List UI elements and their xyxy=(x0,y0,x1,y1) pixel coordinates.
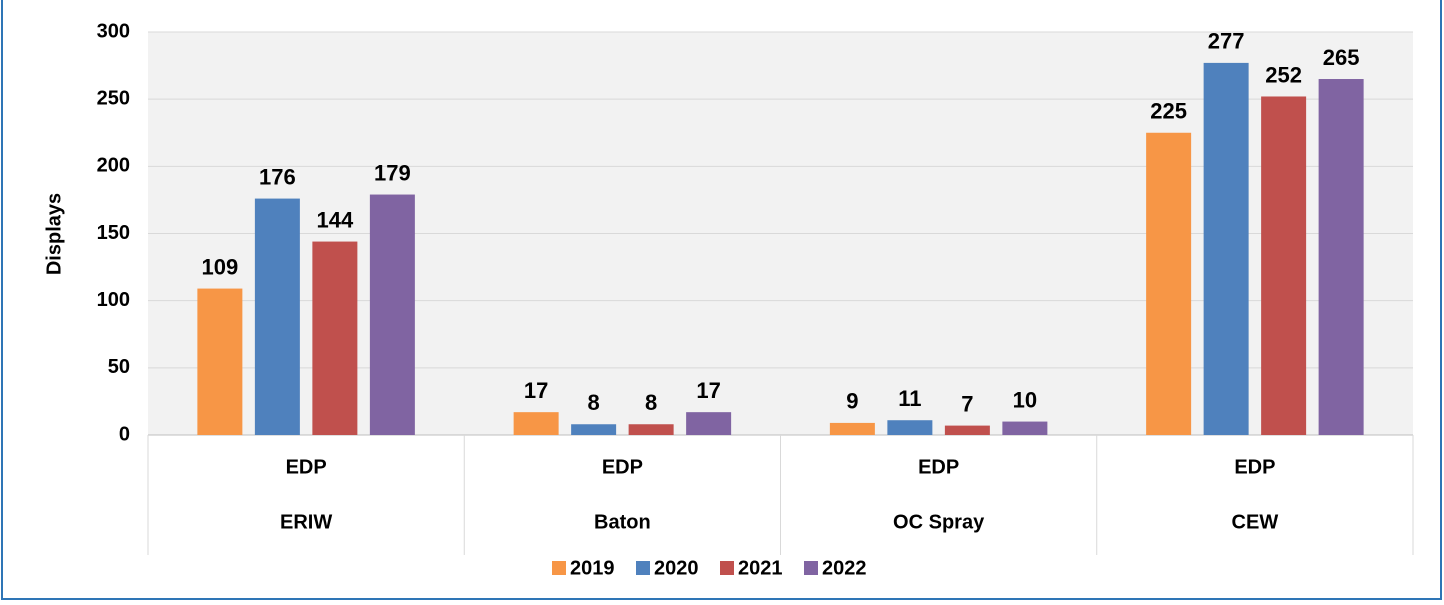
legend-label: 2019 xyxy=(570,557,615,579)
data-label: 109 xyxy=(202,254,239,279)
x-subcategory-label: EDP xyxy=(918,456,959,478)
data-label: 17 xyxy=(524,378,548,403)
y-tick-label: 250 xyxy=(97,87,130,109)
y-axis-title: Displays xyxy=(43,193,65,275)
legend-swatch xyxy=(636,561,650,575)
bar xyxy=(312,241,358,435)
x-subcategory-label: EDP xyxy=(1234,456,1275,478)
bar xyxy=(254,198,300,435)
data-label: 11 xyxy=(898,386,921,411)
bar xyxy=(829,422,875,435)
legend-label: 2020 xyxy=(654,557,699,579)
bar xyxy=(944,425,990,435)
data-label: 9 xyxy=(846,389,858,414)
bar xyxy=(686,412,732,435)
x-tick-label: Baton xyxy=(594,511,651,533)
legend-swatch xyxy=(720,561,734,575)
data-label: 7 xyxy=(961,391,973,416)
bar xyxy=(513,412,559,435)
bar xyxy=(628,424,674,435)
bar xyxy=(887,420,933,435)
bar xyxy=(1002,421,1048,435)
bar xyxy=(1203,62,1249,435)
y-tick-label: 0 xyxy=(119,423,130,445)
data-label: 144 xyxy=(317,207,354,232)
legend-swatch xyxy=(804,561,818,575)
data-label: 8 xyxy=(645,390,657,415)
x-tick-label: ERIW xyxy=(280,511,332,533)
y-tick-label: 200 xyxy=(97,155,130,177)
data-label: 10 xyxy=(1013,387,1037,412)
legend-swatch xyxy=(552,561,566,575)
data-label: 179 xyxy=(374,160,411,185)
data-label: 252 xyxy=(1265,62,1302,87)
data-label: 265 xyxy=(1323,45,1360,70)
y-tick-label: 300 xyxy=(97,20,130,42)
bar xyxy=(1261,96,1307,435)
y-tick-label: 50 xyxy=(108,356,130,378)
data-label: 176 xyxy=(259,164,296,189)
y-tick-label: 150 xyxy=(97,222,130,244)
bar xyxy=(369,194,415,435)
x-tick-label: CEW xyxy=(1232,511,1279,533)
data-label: 17 xyxy=(696,378,720,403)
data-label: 225 xyxy=(1150,99,1187,124)
legend-label: 2021 xyxy=(738,557,783,579)
bar xyxy=(571,424,617,435)
x-subcategory-label: EDP xyxy=(286,456,327,478)
y-tick-label: 100 xyxy=(97,289,130,311)
x-subcategory-label: EDP xyxy=(602,456,643,478)
bar xyxy=(1318,79,1364,436)
legend-label: 2022 xyxy=(822,557,867,579)
bar xyxy=(197,288,243,435)
x-tick-label: OC Spray xyxy=(893,511,985,533)
bar xyxy=(1146,132,1192,435)
data-label: 277 xyxy=(1208,29,1245,54)
data-label: 8 xyxy=(588,390,600,415)
